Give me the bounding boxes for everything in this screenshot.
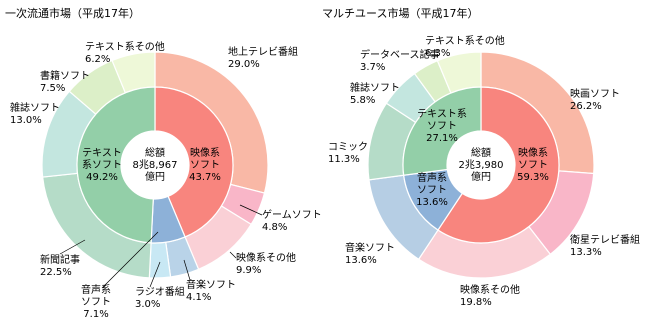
leader-line bbox=[183, 259, 191, 281]
outer-value-label: 13.6% bbox=[345, 255, 377, 266]
inner-value-label: 43.7% bbox=[189, 172, 221, 183]
outer-value-label: 4.8% bbox=[262, 222, 287, 233]
leader-line bbox=[101, 231, 159, 289]
inner-label: 映像系 bbox=[518, 147, 548, 159]
inner-value-label: 13.6% bbox=[416, 197, 448, 208]
leader-line bbox=[59, 239, 86, 255]
outer-value-label: 22.5% bbox=[40, 267, 72, 278]
inner-segment bbox=[154, 86, 234, 238]
center-hole bbox=[448, 132, 514, 198]
leader-line bbox=[239, 204, 263, 216]
outer-label: 新聞記事 bbox=[40, 253, 80, 266]
outer-label: ラジオ番組 bbox=[135, 285, 185, 298]
outer-value-label: 11.3% bbox=[328, 154, 360, 165]
outer-label: コミック bbox=[328, 141, 368, 153]
outer-value-label: 3.0% bbox=[135, 299, 160, 310]
center-label: 2兆3,980 bbox=[459, 159, 504, 171]
outer-value-label: 6.2% bbox=[85, 54, 110, 65]
outer-label: 音楽ソフト bbox=[345, 241, 395, 254]
outer-value-label: 6.3% bbox=[425, 48, 450, 59]
inner-label: 映像系 bbox=[190, 147, 220, 159]
inner-label: ソフト bbox=[427, 121, 457, 132]
center-hole bbox=[122, 132, 188, 198]
outer-value-label: 13.3% bbox=[570, 247, 602, 258]
inner-segment bbox=[76, 86, 156, 244]
inner-label: 音声系 bbox=[81, 283, 111, 296]
outer-label: ゲームソフト bbox=[262, 209, 322, 221]
inner-segment bbox=[402, 86, 482, 176]
center-label: 億円 bbox=[471, 170, 491, 183]
inner-label: ソフト bbox=[190, 160, 220, 171]
outer-label: 映像系その他 bbox=[236, 251, 296, 264]
inner-label: ソフト bbox=[81, 297, 111, 308]
center-label: 総額 bbox=[471, 146, 491, 159]
center-label: 総額 bbox=[145, 146, 165, 159]
outer-label: データベース記事 bbox=[360, 48, 440, 61]
outer-label: 地上テレビ番組 bbox=[228, 45, 298, 58]
outer-value-label: 3.7% bbox=[360, 62, 385, 73]
inner-segment bbox=[437, 86, 560, 244]
inner-value-label: 49.2% bbox=[86, 172, 118, 183]
outer-value-label: 7.5% bbox=[40, 83, 65, 94]
inner-value-label: 27.1% bbox=[426, 133, 458, 144]
inner-label: ソフト bbox=[417, 185, 447, 196]
outer-label: 雑誌ソフト bbox=[350, 81, 400, 94]
leader-line bbox=[229, 251, 237, 259]
outer-value-label: 4.1% bbox=[186, 292, 211, 303]
chart-title: マルチユース市場（平成17年） bbox=[322, 6, 478, 20]
inner-label: テキスト bbox=[82, 148, 122, 159]
outer-label: テキスト系その他 bbox=[425, 34, 505, 47]
outer-value-label: 26.2% bbox=[570, 101, 602, 112]
center-label: 億円 bbox=[145, 170, 165, 183]
center-label: 8兆8,967 bbox=[133, 159, 178, 171]
outer-label: テキスト系その他 bbox=[85, 40, 165, 53]
outer-value-label: 19.8% bbox=[460, 297, 492, 308]
inner-label: 音声系 bbox=[417, 171, 447, 184]
outer-label: 雑誌ソフト bbox=[10, 101, 60, 114]
inner-label: テキスト系 bbox=[417, 108, 467, 120]
outer-value-label: 5.8% bbox=[350, 95, 375, 106]
inner-label: ソフト bbox=[518, 160, 548, 171]
inner-value-label: 7.1% bbox=[83, 309, 108, 320]
outer-label: 映像系その他 bbox=[460, 283, 520, 296]
chart-title: 一次流通市場（平成17年） bbox=[5, 6, 140, 20]
outer-value-label: 9.9% bbox=[236, 265, 261, 276]
outer-label: 映画ソフト bbox=[570, 88, 620, 100]
outer-value-label: 29.0% bbox=[228, 59, 260, 70]
outer-label: 衛星テレビ番組 bbox=[570, 233, 640, 246]
inner-value-label: 59.3% bbox=[517, 172, 549, 183]
leader-line bbox=[149, 261, 161, 288]
outer-value-label: 13.0% bbox=[10, 115, 42, 126]
inner-label: 系ソフト bbox=[82, 159, 122, 171]
outer-label: 音楽ソフト bbox=[186, 278, 236, 291]
outer-label: 書籍ソフト bbox=[40, 69, 90, 82]
